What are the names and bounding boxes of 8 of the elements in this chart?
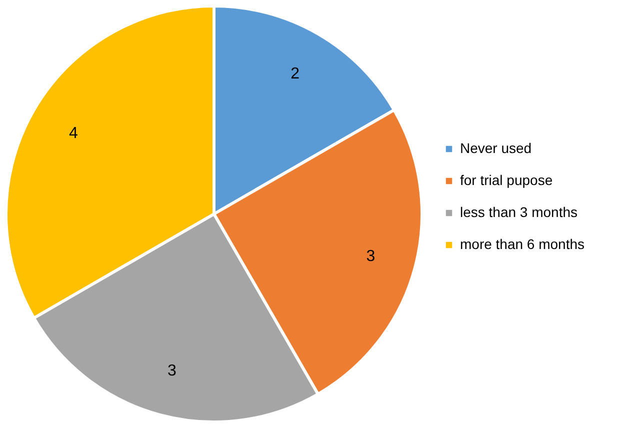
data-label: 4 [69,124,78,142]
legend-label: less than 3 months [460,204,578,220]
data-label: 3 [168,362,177,380]
data-label: 3 [366,248,376,265]
legend-label: more than 6 months [460,236,585,252]
legend-label: Never used [460,140,532,156]
legend-label: for trial pupose [460,172,553,188]
data-label: 2 [290,65,300,82]
